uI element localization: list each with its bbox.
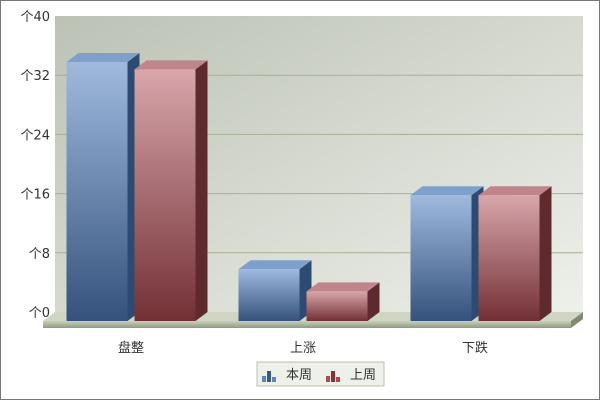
- bar-top: [134, 60, 208, 70]
- x-tick-label: 下跌: [462, 340, 488, 356]
- bar-side: [367, 282, 380, 321]
- legend-swatch-icon: [262, 376, 266, 382]
- floor-front: [43, 321, 571, 328]
- bar-本周-盘整: [66, 62, 128, 321]
- y-tick-label: 个0: [29, 306, 50, 321]
- bar-side: [539, 186, 552, 321]
- y-tick-label: 个32: [20, 69, 50, 84]
- legend-label: 本周: [286, 368, 312, 383]
- bar-top: [478, 186, 552, 196]
- bar-top: [66, 53, 140, 62]
- y-tick-label: 个16: [20, 188, 50, 203]
- legend-box: [256, 361, 385, 387]
- legend-swatch-icon: [331, 371, 335, 382]
- y-tick-label: 个8: [29, 247, 50, 262]
- bar-top: [238, 260, 312, 270]
- bar-本周-上涨: [238, 269, 300, 321]
- bar-side: [195, 60, 208, 322]
- bar-top: [306, 282, 380, 292]
- bar-top: [410, 186, 484, 196]
- bar-上周-盘整: [134, 69, 196, 322]
- legend-swatch-icon: [272, 377, 276, 382]
- legend-swatch-icon: [336, 377, 340, 382]
- bar-上周-上涨: [306, 291, 368, 321]
- legend-swatch-icon: [267, 371, 271, 382]
- bar-上周-下跌: [478, 195, 540, 321]
- legend-label: 上周: [350, 368, 376, 383]
- bar-本周-下跌: [410, 195, 472, 321]
- x-tick-label: 盘整: [118, 340, 144, 356]
- legend: 本周 上周: [256, 361, 385, 387]
- y-tick-label: 个24: [20, 128, 50, 143]
- x-tick-label: 上涨: [290, 341, 316, 356]
- y-tick-label: 个40: [20, 10, 50, 25]
- floor-side: [571, 312, 583, 328]
- legend-swatch-icon: [326, 376, 330, 382]
